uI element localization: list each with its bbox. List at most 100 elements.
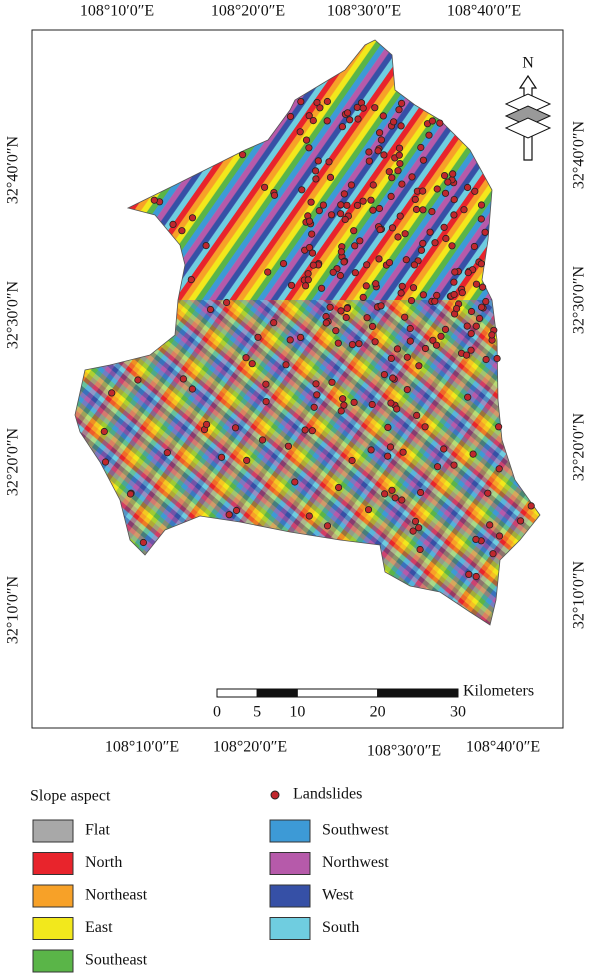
landslide-point — [451, 268, 459, 276]
landslide-point — [326, 173, 335, 181]
landslide-point — [305, 244, 314, 252]
landslide-point — [493, 354, 501, 363]
landslide-point — [444, 178, 452, 186]
landslide-point — [312, 175, 320, 183]
landslide-point — [393, 345, 401, 353]
landslide-point — [495, 465, 503, 473]
landslide-point — [395, 106, 403, 114]
landslide-point — [421, 344, 430, 353]
landslide-point — [242, 354, 250, 362]
landslide-point — [478, 283, 487, 291]
landslide-point — [475, 314, 484, 322]
landslide-point — [441, 189, 450, 197]
landslide-point — [433, 185, 441, 193]
landslide-point — [337, 201, 345, 209]
landslide-point — [482, 297, 490, 306]
landslide-point — [397, 122, 405, 130]
landslide-point — [484, 489, 492, 497]
legend-label: Southwest — [322, 822, 389, 839]
legend-swatch — [32, 949, 74, 973]
landslide-point — [431, 297, 439, 305]
landslide-point — [296, 128, 304, 136]
landslide-point — [389, 118, 398, 126]
landslide-point — [396, 160, 404, 168]
landslide-point — [163, 449, 171, 457]
landslide-point — [398, 282, 406, 290]
landslide-point — [305, 144, 313, 152]
landslide-point — [395, 151, 403, 159]
landslide-point — [477, 303, 486, 311]
landslide-point — [472, 280, 481, 288]
landslide-point — [433, 291, 441, 299]
landslide-point — [375, 204, 383, 213]
legend-swatch — [269, 819, 311, 843]
landslide-point — [367, 446, 375, 454]
landslide-point — [374, 147, 382, 155]
landslide-point — [305, 217, 314, 225]
landslide-point — [337, 248, 345, 256]
landslide-point — [481, 228, 489, 236]
landslide-point — [375, 129, 384, 137]
landslide-point — [442, 234, 450, 243]
landslide-point — [436, 119, 444, 127]
landslide-point — [417, 143, 425, 152]
landslide-point — [108, 389, 116, 397]
landslide-point — [260, 183, 269, 191]
landslide-point — [323, 522, 332, 530]
landslide-point — [406, 337, 414, 345]
landslide-point — [428, 208, 436, 216]
landslide-point — [372, 280, 380, 288]
landslide-point — [470, 242, 478, 251]
landslide-point — [415, 362, 423, 370]
landslide-point — [379, 112, 387, 120]
landslide-point — [308, 230, 316, 238]
landslide-point — [472, 322, 480, 330]
legend-label: Northwest — [322, 854, 389, 871]
landslide-point — [467, 307, 476, 316]
landslide-point — [477, 215, 485, 223]
legend-label: South — [322, 919, 359, 936]
legend-label: Landslides — [293, 786, 362, 803]
landslide-point — [419, 239, 427, 247]
longitude-label: 108°20′0″E — [211, 3, 285, 20]
landslide-point — [134, 376, 142, 384]
landslide-point — [469, 450, 477, 458]
landslide-point — [437, 332, 445, 340]
scale-tick-label: 20 — [370, 704, 386, 721]
landslide-point — [401, 313, 409, 321]
landslide-point — [403, 353, 411, 361]
landslide-point — [463, 322, 471, 330]
landslide-point — [428, 117, 436, 125]
landslide-point — [279, 259, 288, 268]
landslide-point — [384, 423, 392, 431]
legend-swatch — [269, 852, 311, 875]
landslide-point — [254, 333, 262, 341]
landslide-point — [394, 167, 402, 175]
landslide-point — [342, 313, 350, 322]
landslide-point — [188, 214, 197, 222]
landslide-point — [388, 224, 397, 232]
landslide-point — [399, 448, 407, 456]
scale-tick-label: 30 — [450, 704, 466, 721]
landslide-point — [393, 405, 401, 413]
landslide-point — [337, 307, 345, 315]
longitude-label: 108°30′0″E — [327, 3, 401, 20]
landslide-point — [305, 512, 313, 520]
latitude-label: 32°30′0″N — [571, 266, 588, 335]
landslide-point — [319, 201, 327, 209]
landslide-point — [440, 445, 448, 453]
landslide-point — [440, 223, 448, 231]
landslide-point — [302, 136, 311, 144]
landslide-point — [472, 535, 480, 544]
landslide-point — [326, 303, 334, 311]
landslide-point — [343, 109, 352, 117]
landslide-point — [328, 378, 336, 386]
landslide-point — [340, 190, 348, 198]
landslide-point — [232, 506, 241, 515]
landslide-point — [100, 427, 108, 436]
scale-segment — [296, 688, 379, 698]
landslide-point — [396, 212, 404, 220]
landslide-point — [486, 521, 494, 529]
landslide-point — [329, 268, 337, 276]
